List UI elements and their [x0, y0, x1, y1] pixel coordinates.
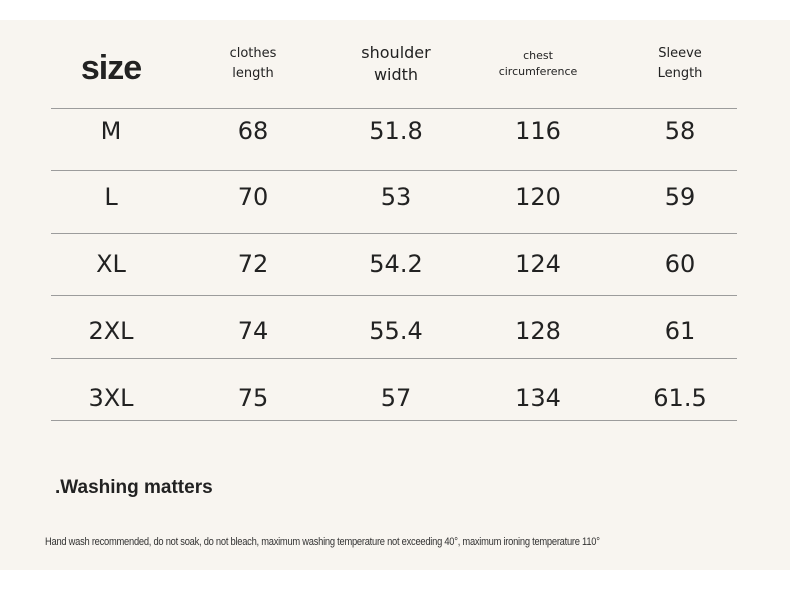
table-row: L 70 53 120 59	[0, 166, 790, 228]
table-row: 2XL 74 55.4 128 61	[0, 300, 790, 362]
cell-clothes-length: 75	[237, 384, 269, 412]
table-row: M 68 51.8 116 58	[0, 100, 790, 162]
cell-size: XL	[96, 250, 126, 278]
washing-title: .Washing matters	[55, 477, 213, 498]
row-divider	[51, 108, 737, 109]
cell-shoulder-width: 57	[380, 384, 412, 412]
header-shoulder-width-line2: width	[373, 65, 419, 84]
header-chest-line2: circumference	[498, 65, 578, 78]
header-sleeve-line1: Sleeve	[658, 46, 702, 61]
header-chest-line1: chest	[523, 49, 553, 62]
row-divider	[51, 420, 737, 421]
cell-sleeve-length: 61.5	[653, 384, 707, 412]
cell-size: 2XL	[88, 317, 134, 345]
header-clothes-length-line2: length	[232, 66, 274, 81]
table-row: XL 72 54.2 124 60	[0, 233, 790, 295]
cell-shoulder-width: 53	[380, 183, 412, 211]
cell-clothes-length: 74	[237, 317, 269, 345]
header-sleeve-line2: Length	[657, 66, 703, 81]
table-header: size clothes length shoulder width chest ci…	[0, 20, 790, 108]
cell-sleeve-length: 61	[664, 317, 696, 345]
header-chest-circumference: chest circumference	[478, 20, 598, 108]
header-clothes-length: clothes length	[195, 20, 311, 108]
header-sleeve-length: Sleeve Length	[620, 20, 740, 108]
cell-size: M	[100, 117, 122, 145]
header-shoulder-width: shoulder width	[337, 20, 455, 108]
cell-shoulder-width: 54.2	[369, 250, 423, 278]
table-row: 3XL 75 57 134 61.5	[0, 367, 790, 429]
cell-clothes-length: 70	[237, 183, 269, 211]
header-clothes-length-line1: clothes	[229, 46, 277, 61]
header-size: size	[80, 48, 142, 87]
row-divider	[51, 233, 737, 234]
cell-chest-circumference: 116	[515, 117, 561, 145]
washing-note: Hand wash recommended, do not soak, do n…	[45, 536, 600, 548]
size-chart-card: size clothes length shoulder width chest ci…	[0, 20, 790, 570]
cell-sleeve-length: 59	[664, 183, 696, 211]
cell-chest-circumference: 134	[515, 384, 561, 412]
cell-shoulder-width: 55.4	[369, 317, 423, 345]
row-divider	[51, 170, 737, 171]
cell-chest-circumference: 120	[515, 183, 561, 211]
header-shoulder-width-line1: shoulder	[361, 43, 431, 62]
cell-chest-circumference: 128	[515, 317, 561, 345]
cell-sleeve-length: 60	[664, 250, 696, 278]
cell-clothes-length: 68	[237, 117, 269, 145]
cell-shoulder-width: 51.8	[369, 117, 423, 145]
row-divider	[51, 295, 737, 296]
cell-clothes-length: 72	[237, 250, 269, 278]
cell-size: L	[104, 183, 118, 211]
cell-size: 3XL	[88, 384, 134, 412]
cell-sleeve-length: 58	[664, 117, 696, 145]
cell-chest-circumference: 124	[515, 250, 561, 278]
row-divider	[51, 358, 737, 359]
